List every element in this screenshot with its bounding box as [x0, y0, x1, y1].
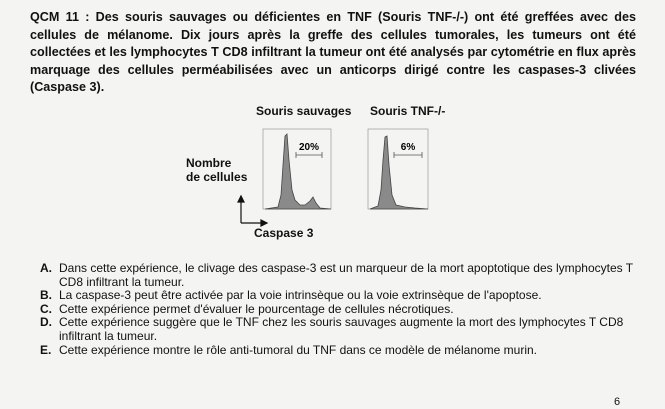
answer-a: A. Dans cette expérience, le clivage des …	[40, 261, 633, 289]
panel-ko-percent: 6%	[401, 142, 416, 153]
answer-list: A. Dans cette expérience, le clivage des …	[40, 261, 640, 357]
answer-c: C. Cette expérience permet d'évaluer le p…	[40, 301, 454, 316]
panel-ko-histogram	[367, 128, 429, 210]
y-axis-label: Nombre de cellules	[186, 156, 248, 184]
question-text: Des souris sauvages ou déficientes en TN…	[30, 10, 636, 95]
axes-arrows-icon	[237, 194, 269, 227]
panel-ko-title: Souris TNF-/-	[370, 104, 446, 118]
question-paragraph: QCM 11 : Des souris sauvages ou déficien…	[30, 9, 636, 97]
question-title: QCM 11 :	[30, 10, 90, 24]
x-axis-label: Caspase 3	[254, 226, 314, 240]
answer-d: D. Cette expérience suggère que le TNF ch…	[40, 315, 624, 343]
answer-e: E. Cette expérience montre le rôle anti-t…	[40, 342, 538, 357]
panel-wt-histogram	[262, 128, 332, 210]
answer-b: B. La caspase-3 peut être activée par la …	[40, 288, 542, 303]
panel-wt-title: Souris sauvages	[256, 104, 352, 118]
panel-wt-percent: 20%	[299, 142, 319, 153]
page-number: 6	[614, 396, 621, 408]
